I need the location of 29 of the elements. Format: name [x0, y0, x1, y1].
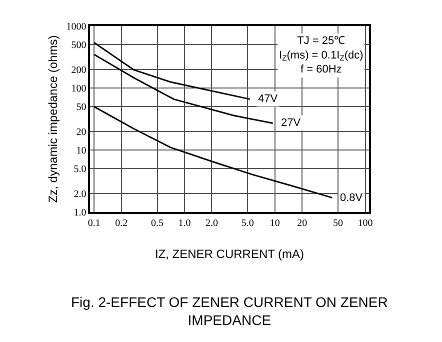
- x-tick-label: 20: [297, 218, 308, 229]
- y-tick-label: 5.0: [74, 164, 86, 176]
- y-tick-label: 20: [76, 126, 86, 138]
- annotation: I$_{Z}$(ms) = 0.1I$_{Z}$(dc): [279, 49, 364, 63]
- y-tick-label: 200: [71, 64, 86, 76]
- x-tick-label: 2.0: [205, 218, 218, 229]
- x-axis-title: IZ, ZENER CURRENT (mA): [154, 247, 304, 262]
- y-tick-label: 2.0: [74, 188, 86, 200]
- y-tick-label: 1000: [66, 22, 86, 32]
- annotation: TJ = 25℃: [297, 35, 346, 47]
- y-tick-label: 100: [71, 84, 86, 94]
- series-label: 0.8V: [340, 192, 364, 204]
- text: Fig. 2-EFFECT OF ZENER CURRENT ON ZENER IMPEDANCE: [71, 294, 388, 328]
- x-tick-label: 1.0: [178, 218, 191, 229]
- y-tick-label: 1.0: [74, 208, 86, 218]
- x-tick-label: 0.1: [88, 218, 100, 229]
- y-axis-title: Zz, dynamic impedance (ohms): [46, 35, 60, 203]
- y-tick-label: 50: [76, 102, 86, 114]
- y-tick-label: 10: [76, 146, 86, 156]
- x-tick-label: 10: [270, 218, 280, 229]
- series-label: 47V: [258, 93, 278, 105]
- x-tick-label: 50: [333, 218, 344, 229]
- y-tick-label: 500: [71, 40, 86, 52]
- series-label: 27V: [281, 117, 302, 129]
- annotation: f = 60Hz: [300, 64, 342, 76]
- x-tick-label: 0.5: [151, 218, 164, 229]
- x-tick-label: 100: [358, 218, 373, 229]
- x-tick-label: 5.0: [241, 218, 254, 229]
- x-tick-label: 0.2: [115, 218, 128, 229]
